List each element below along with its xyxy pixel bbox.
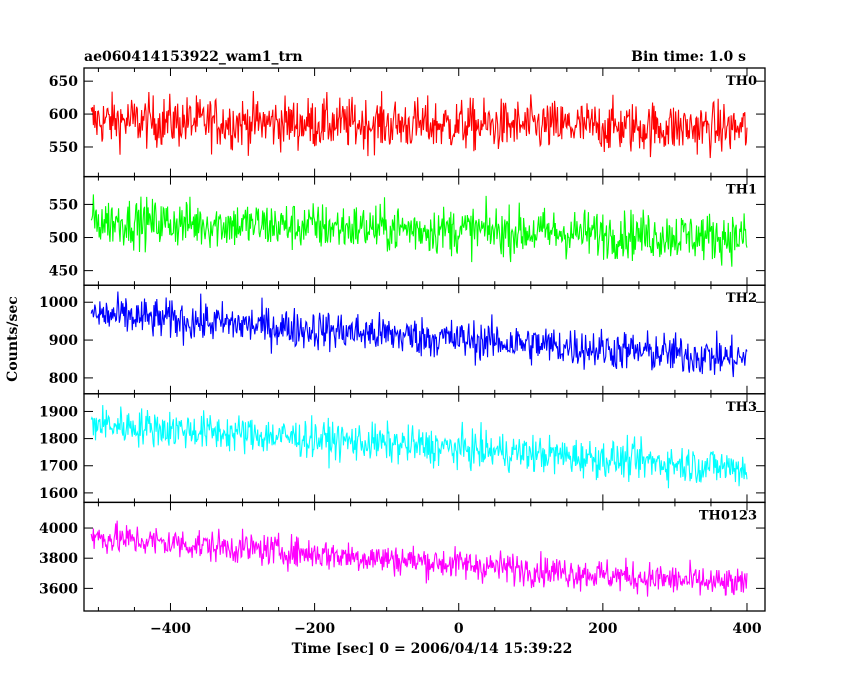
y-tick-label: 1900 <box>39 404 78 420</box>
y-tick-label: 450 <box>49 264 78 280</box>
panel-label: TH3 <box>726 400 757 415</box>
panel-label: TH0 <box>726 74 757 89</box>
y-tick-label: 550 <box>49 140 78 156</box>
y-tick-label: 4000 <box>39 521 78 537</box>
series-line-th0 <box>90 91 748 159</box>
bin-time-label: Bin time: 1.0 s <box>631 49 746 65</box>
y-tick-label: 600 <box>49 107 78 123</box>
y-tick-label: 1800 <box>39 432 78 448</box>
x-tick-label: 200 <box>588 621 617 637</box>
x-tick-label: −200 <box>294 621 335 637</box>
panel-frame <box>83 501 766 612</box>
panel-th3: 1600 1700 1800 1900 TH3 <box>39 393 766 504</box>
panel-label: TH2 <box>726 291 757 306</box>
y-tick-label: 3600 <box>39 581 78 597</box>
panel-label: TH0123 <box>699 508 757 523</box>
x-tick-label: 0 <box>454 621 464 637</box>
chart-title: ae060414153922_wam1_trn <box>84 49 303 65</box>
y-tick-label: 1600 <box>39 486 78 502</box>
y-tick-label: 1700 <box>39 459 78 475</box>
series-line-th0123 <box>90 520 748 597</box>
series-line-th1 <box>90 194 748 267</box>
panel-th0: 550 600 650 TH0 <box>49 67 766 178</box>
panels: 550 600 650 TH0 450 500 550 TH1 800 900 1000 TH2 160… <box>39 67 766 637</box>
series-line-th3 <box>90 405 748 489</box>
panel-th2: 800 900 1000 TH2 <box>39 284 766 395</box>
panel-th0123: 3600 3800 4000 TH0123 <box>39 501 766 612</box>
y-axis-title: Counts/sec <box>5 296 21 382</box>
x-tick-label: 400 <box>732 621 761 637</box>
panel-th1: 450 500 550 TH1 <box>49 175 766 286</box>
y-tick-label: 900 <box>49 333 78 349</box>
series-line-th2 <box>90 291 748 378</box>
x-tick-label: −400 <box>150 621 191 637</box>
y-tick-label: 500 <box>49 231 78 247</box>
panel-label: TH1 <box>726 183 757 198</box>
y-tick-label: 550 <box>49 197 78 213</box>
y-tick-label: 650 <box>49 74 78 90</box>
y-tick-label: 1000 <box>39 295 78 311</box>
x-axis-title: Time [sec] 0 = 2006/04/14 15:39:22 <box>292 641 573 657</box>
y-tick-label: 3800 <box>39 551 78 567</box>
y-tick-label: 800 <box>49 371 78 387</box>
